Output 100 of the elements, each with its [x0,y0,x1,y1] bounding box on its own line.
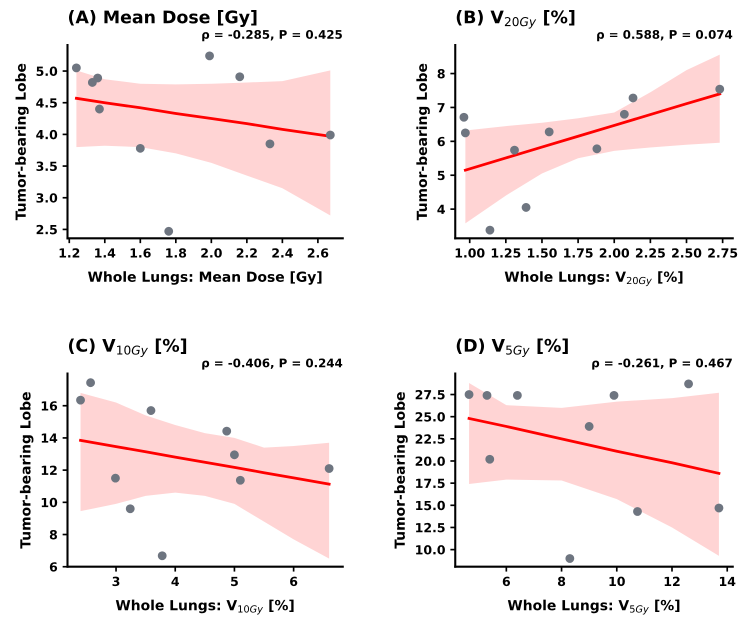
x-tick-label: 8 [558,576,566,586]
y-tick-label: 8 [50,530,57,540]
y-tick-label: 2.5 [36,224,57,234]
x-tick-label: 2.50 [672,248,702,258]
x-tick-label: 5 [231,576,238,586]
chart-title: (B) V$_{20Gy}$ [%] [456,10,574,29]
y-tick-label: 7 [438,103,445,112]
x-tick-label: 2.2 [236,248,257,258]
y-tick-label: 25.0 [416,412,445,422]
point [464,390,474,399]
chart-title: (A) Mean Dose [Gy] [68,10,256,27]
point [326,130,335,140]
x-tick-label: 1.50 [528,248,557,258]
x-tick-label: 12 [664,576,680,586]
x-tick-label: 1.00 [456,248,485,258]
x-tick-label: 3 [112,576,120,586]
x-tick-label: 14 [720,576,736,586]
point [93,74,102,82]
point [126,504,135,514]
y-tick-label: 10.0 [416,545,445,555]
x-axis-title: Whole Lungs: V$_{20Gy}$ [%] [504,271,682,286]
point [565,554,574,563]
y-axis-title: Tumor-bearing Lobe [20,392,34,549]
y-tick-label: 8 [438,69,445,78]
y-tick-label: 16 [42,401,58,411]
point [136,144,145,153]
point [714,504,724,512]
point [512,391,522,400]
y-tick-label: 5.0 [36,66,58,76]
y-tick-label: 3.0 [36,193,58,203]
line-series [79,438,331,486]
x-tick-label: 6 [502,576,510,586]
point [205,51,214,60]
x-axis-title: Whole Lungs: Mean Dose [Gy] [88,271,322,285]
x-tick-label: 1.8 [166,248,186,258]
x-tick-label: 4 [171,576,180,586]
x-tick-label: 10 [609,576,625,586]
point [715,84,724,94]
point [235,72,244,82]
point [522,203,530,212]
point [324,464,334,473]
y-tick-label: 3.5 [36,162,57,171]
x-tick-label: 1.6 [130,248,151,258]
text: ρ = -0.406, P = 0.244 [202,358,342,370]
point [510,146,519,155]
point [460,128,470,138]
y-axis-title: Tumor-bearing Lobe [394,392,408,549]
x-axis-title: Whole Lungs: V$_{5Gy}$ [%] [508,600,680,615]
point [544,127,554,136]
x-tick-label: 2.0 [201,248,222,258]
y-tick-label: 4.5 [36,98,57,108]
y-tick-label: 5 [438,170,445,180]
text: ρ = -0.285, P = 0.425 [202,30,342,42]
x-tick-label: 2.6 [308,248,328,258]
x-axis-title: Whole Lungs: V$_{10Gy}$ [%] [116,600,294,615]
point [592,144,602,154]
point [76,396,85,404]
y-axis-title: Tumor-bearing Lobe [416,64,430,220]
point [230,450,239,460]
x-tick-label: 2.25 [636,248,665,258]
y-tick-label: 27.5 [416,390,445,400]
point [628,94,638,102]
x-tick-label: 2.4 [272,248,293,258]
line-series [468,417,720,475]
point [236,476,245,485]
chart-title: (D) V$_{5Gy}$ [%] [456,338,568,358]
point [584,422,594,431]
point [146,406,156,415]
point [460,112,468,122]
point [486,226,494,235]
point [482,391,492,400]
chart-title: (C) V$_{10Gy}$ [%] [68,338,186,358]
x-tick-label: 6 [290,576,298,586]
point [86,378,95,388]
point [164,226,174,236]
point [620,110,629,119]
point [158,551,167,560]
y-tick-label: 15.0 [416,500,445,510]
y-tick-label: 10 [42,498,58,508]
point [266,140,274,148]
y-tick-label: 20.0 [416,456,445,466]
x-tick-label: 1.2 [60,248,80,258]
y-tick-label: 4.0 [36,130,58,140]
point [111,474,120,483]
x-tick-label: 1.4 [95,248,116,258]
y-tick-label: 6 [438,136,445,146]
y-tick-label: 14 [42,434,58,443]
x-tick-label: 1.75 [564,248,593,258]
y-tick-label: 22.5 [416,434,445,444]
point [684,379,693,388]
y-axis-title: Tumor-bearing Lobe [15,64,29,220]
x-tick-label: 1.25 [492,248,520,258]
point [610,391,618,400]
point [633,507,642,516]
y-tick-label: 4 [437,204,445,214]
y-tick-label: 6 [50,562,58,572]
x-tick-label: 2.75 [708,248,738,258]
point [95,104,104,114]
text: ρ = -0.261, P = 0.467 [592,358,732,370]
text: ρ = 0.588, P = 0.074 [597,30,732,42]
